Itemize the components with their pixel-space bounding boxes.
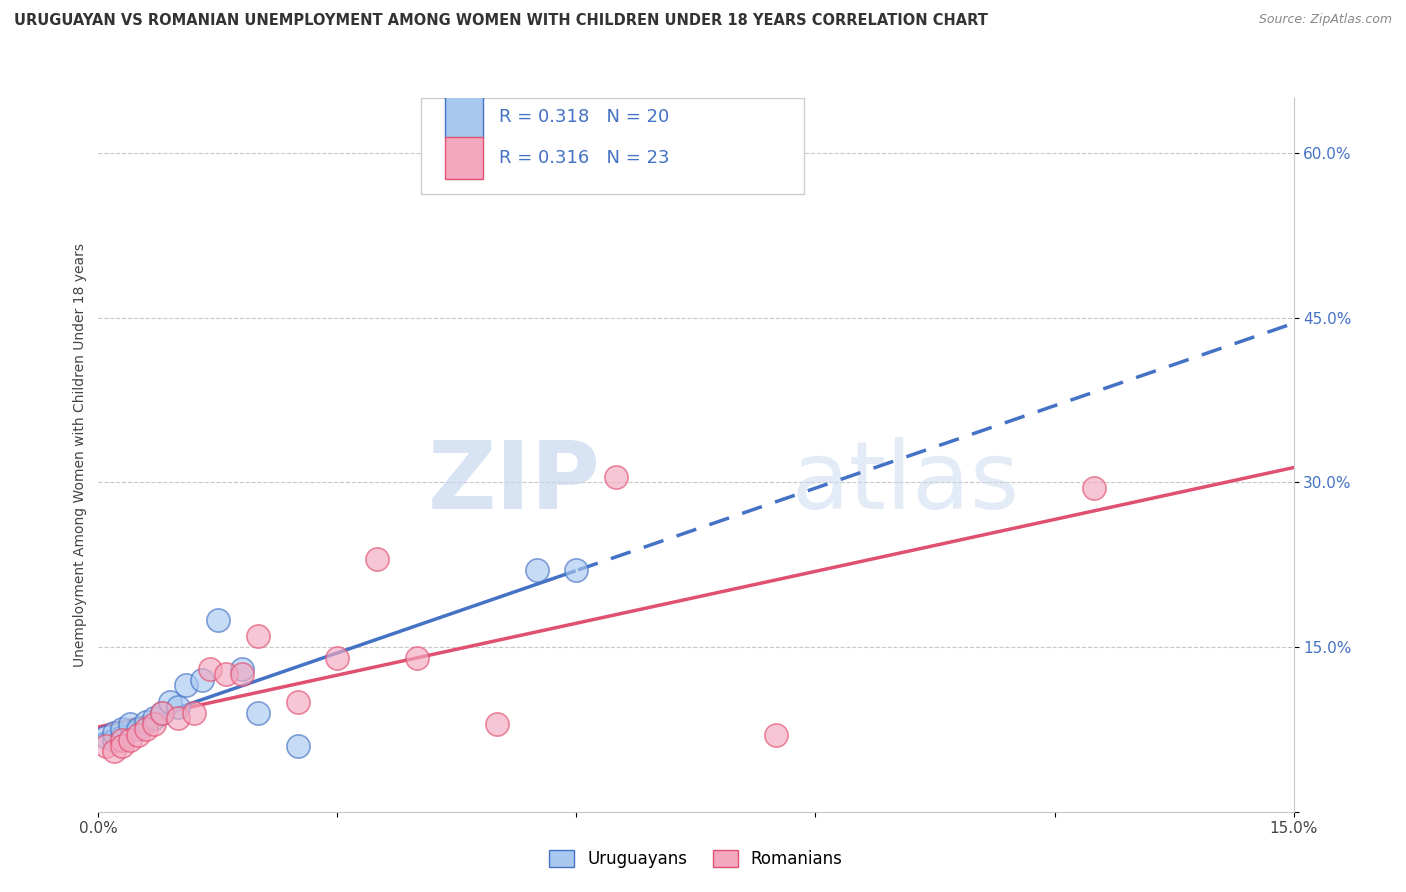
Point [215,667,238,681]
Point [326,651,349,665]
Point [127,723,149,737]
Point [485,717,508,731]
Text: R = 0.318   N = 20: R = 0.318 N = 20 [499,108,669,126]
Point [127,728,149,742]
Point [111,723,134,737]
Point [246,629,269,643]
Point [1083,481,1105,495]
Point [143,711,166,725]
Point [150,706,173,720]
Point [111,730,134,744]
Point [96,730,118,744]
Point [96,739,118,753]
Point [103,725,125,739]
Point [167,700,190,714]
Legend: Uruguayans, Romanians: Uruguayans, Romanians [543,843,849,875]
Point [111,739,134,753]
Point [135,723,157,737]
Point [246,706,269,720]
Text: URUGUAYAN VS ROMANIAN UNEMPLOYMENT AMONG WOMEN WITH CHILDREN UNDER 18 YEARS CORR: URUGUAYAN VS ROMANIAN UNEMPLOYMENT AMONG… [14,13,988,29]
FancyBboxPatch shape [422,98,804,194]
Text: atlas: atlas [792,437,1019,530]
Point [183,706,205,720]
Point [191,673,214,687]
Y-axis label: Unemployment Among Women with Children Under 18 years: Unemployment Among Women with Children U… [73,243,87,667]
Point [159,695,181,709]
Point [366,552,388,566]
Point [120,733,142,747]
Point [120,717,142,731]
Point [174,678,197,692]
Point [231,662,253,676]
Point [111,733,134,747]
Point [103,733,125,747]
Text: Source: ZipAtlas.com: Source: ZipAtlas.com [1258,13,1392,27]
Point [565,563,588,577]
Point [231,667,253,681]
Point [287,739,309,753]
Point [526,563,548,577]
Text: R = 0.316   N = 23: R = 0.316 N = 23 [499,149,669,167]
Point [143,717,166,731]
Text: ZIP: ZIP [427,437,600,530]
Point [207,613,229,627]
Point [167,711,190,725]
Point [103,744,125,758]
Point [287,695,309,709]
Point [150,706,173,720]
Point [406,651,429,665]
Point [198,662,221,676]
FancyBboxPatch shape [446,95,484,138]
Point [135,714,157,729]
Point [605,470,627,484]
Point [765,728,787,742]
FancyBboxPatch shape [446,136,484,179]
